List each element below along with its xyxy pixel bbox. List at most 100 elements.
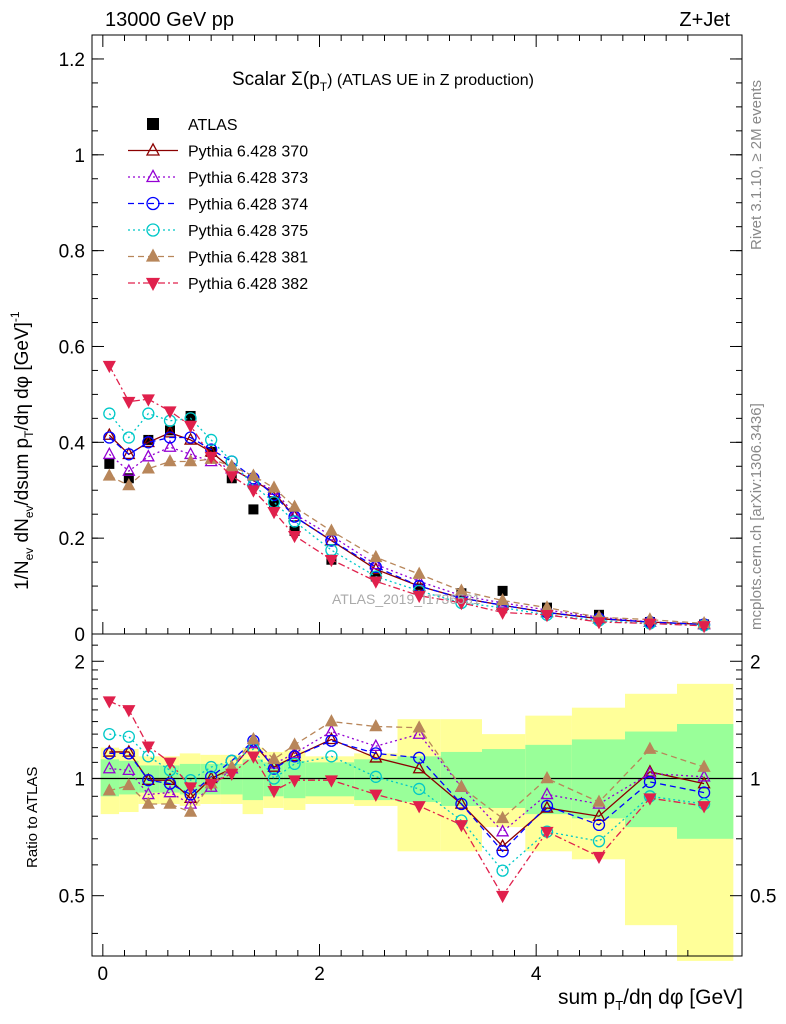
ratio-point xyxy=(287,745,302,759)
ratio-point xyxy=(540,787,554,800)
ratio-line xyxy=(109,739,705,853)
ratio-point xyxy=(495,824,510,837)
x-tick-label: 0 xyxy=(98,964,109,985)
data-point xyxy=(287,530,302,544)
inner-uncertainty-bin xyxy=(119,760,139,795)
ratio-point xyxy=(141,772,155,785)
ratio-point xyxy=(324,731,339,745)
legend-entry: Pythia 6.428 374 xyxy=(128,197,308,214)
legend-entry: ATLAS xyxy=(147,117,238,134)
ratio-point xyxy=(412,801,426,814)
ratio-point xyxy=(540,799,554,813)
ratio-series-layer xyxy=(102,696,711,904)
ratio-point xyxy=(454,796,469,809)
main-plot-panel: ATLAS_2019_I1736531 Scalar Σ(pT) (ATLAS … xyxy=(8,34,743,646)
data-point xyxy=(697,621,711,634)
ratio-point xyxy=(495,810,510,824)
inner-uncertainty-bin xyxy=(242,759,264,801)
ratio-axes: 2 2 1 1 0.5 0.5 0 2 4 xyxy=(59,644,776,985)
legend-entry: Pythia 6.428 370 xyxy=(128,142,308,161)
data-point xyxy=(122,396,136,410)
legend-label: ATLAS xyxy=(188,117,238,134)
analysis-watermark: ATLAS_2019_I1736531 xyxy=(332,591,481,607)
ratio-point xyxy=(288,750,301,763)
ratio-point xyxy=(454,820,469,833)
ratio-point xyxy=(267,751,281,765)
mcplots-label: mcplots.cern.ch [arXiv:1306.3436] xyxy=(748,403,765,630)
data-point xyxy=(267,480,281,493)
ratio-point xyxy=(496,845,509,858)
ratio-point xyxy=(412,761,426,774)
ratio-point xyxy=(287,737,302,750)
data-point xyxy=(592,617,606,630)
data-point xyxy=(141,394,155,407)
ratio-point xyxy=(122,730,135,743)
legend-label: Pythia 6.428 370 xyxy=(188,144,308,161)
ratio-point xyxy=(592,794,606,807)
ratio-point xyxy=(369,738,383,752)
ratio-point xyxy=(102,744,116,757)
ratio-point xyxy=(163,796,177,809)
ratio-plot-panel: 2 2 1 1 0.5 0.5 0 2 4 Ratio to ATLAS sum pT/dη d… xyxy=(24,633,776,1013)
ratio-y-axis-label: Ratio to ATLAS xyxy=(24,767,41,868)
ratio-point xyxy=(540,771,554,784)
header-process-label: Z+Jet xyxy=(679,9,730,31)
data-point xyxy=(324,554,339,568)
data-point xyxy=(287,506,302,519)
data-point xyxy=(454,583,469,596)
data-point xyxy=(324,523,339,536)
ratio-point xyxy=(324,714,339,727)
ratio-point xyxy=(369,789,383,802)
ratio-point xyxy=(369,719,383,732)
data-point xyxy=(104,458,115,469)
ratio-point xyxy=(697,776,711,789)
ratio-y-tick-label-right: 1 xyxy=(750,769,761,790)
ratio-point xyxy=(204,778,218,792)
data-point xyxy=(495,593,510,606)
ratio-point xyxy=(225,768,239,781)
ratio-point xyxy=(592,835,606,848)
ratio-y-tick-label-right: 2 xyxy=(750,652,761,673)
rivet-version-label: Rivet 3.1.10, ≥ 2M events xyxy=(748,80,765,250)
data-point xyxy=(122,431,135,444)
legend-marker xyxy=(145,277,161,291)
data-point xyxy=(225,471,239,484)
ratio-point xyxy=(122,705,136,718)
ratio-point xyxy=(643,775,657,789)
ratio-line xyxy=(109,730,705,833)
ratio-point xyxy=(122,744,136,757)
ratio-point xyxy=(103,727,116,741)
ratio-point xyxy=(697,759,711,772)
data-point xyxy=(183,420,198,433)
data-point xyxy=(141,461,155,474)
y-tick-label: 0.6 xyxy=(59,337,85,358)
legend-marker xyxy=(145,248,161,262)
ratio-point xyxy=(643,793,657,806)
data-point xyxy=(267,507,281,520)
ratio-point xyxy=(495,890,510,904)
ratio-point xyxy=(246,751,261,764)
y-tick-label: 1 xyxy=(74,146,85,167)
ratio-point xyxy=(102,761,116,774)
plot-title-tail: ) (ATLAS UE in Z production) xyxy=(327,72,534,89)
data-point xyxy=(412,590,426,604)
ratio-point xyxy=(122,762,136,776)
ratio-point xyxy=(592,818,606,832)
data-point xyxy=(643,618,657,631)
data-point xyxy=(183,454,198,467)
data-point xyxy=(540,610,554,623)
ratio-point xyxy=(163,777,177,790)
legend-label: Pythia 6.428 373 xyxy=(188,170,308,187)
legend-marker xyxy=(146,223,160,237)
ratio-point xyxy=(324,775,339,788)
ratio-point xyxy=(592,851,606,865)
plot-title-main: Scalar Σ(p xyxy=(232,69,320,90)
ratio-point xyxy=(141,741,155,754)
data-point xyxy=(185,410,196,421)
y-tick-label: 1.2 xyxy=(59,50,85,71)
data-point xyxy=(122,448,135,461)
data-point xyxy=(165,425,175,436)
ratio-plot-frame xyxy=(91,633,743,957)
data-point xyxy=(102,468,116,481)
ratio-point xyxy=(454,779,469,792)
